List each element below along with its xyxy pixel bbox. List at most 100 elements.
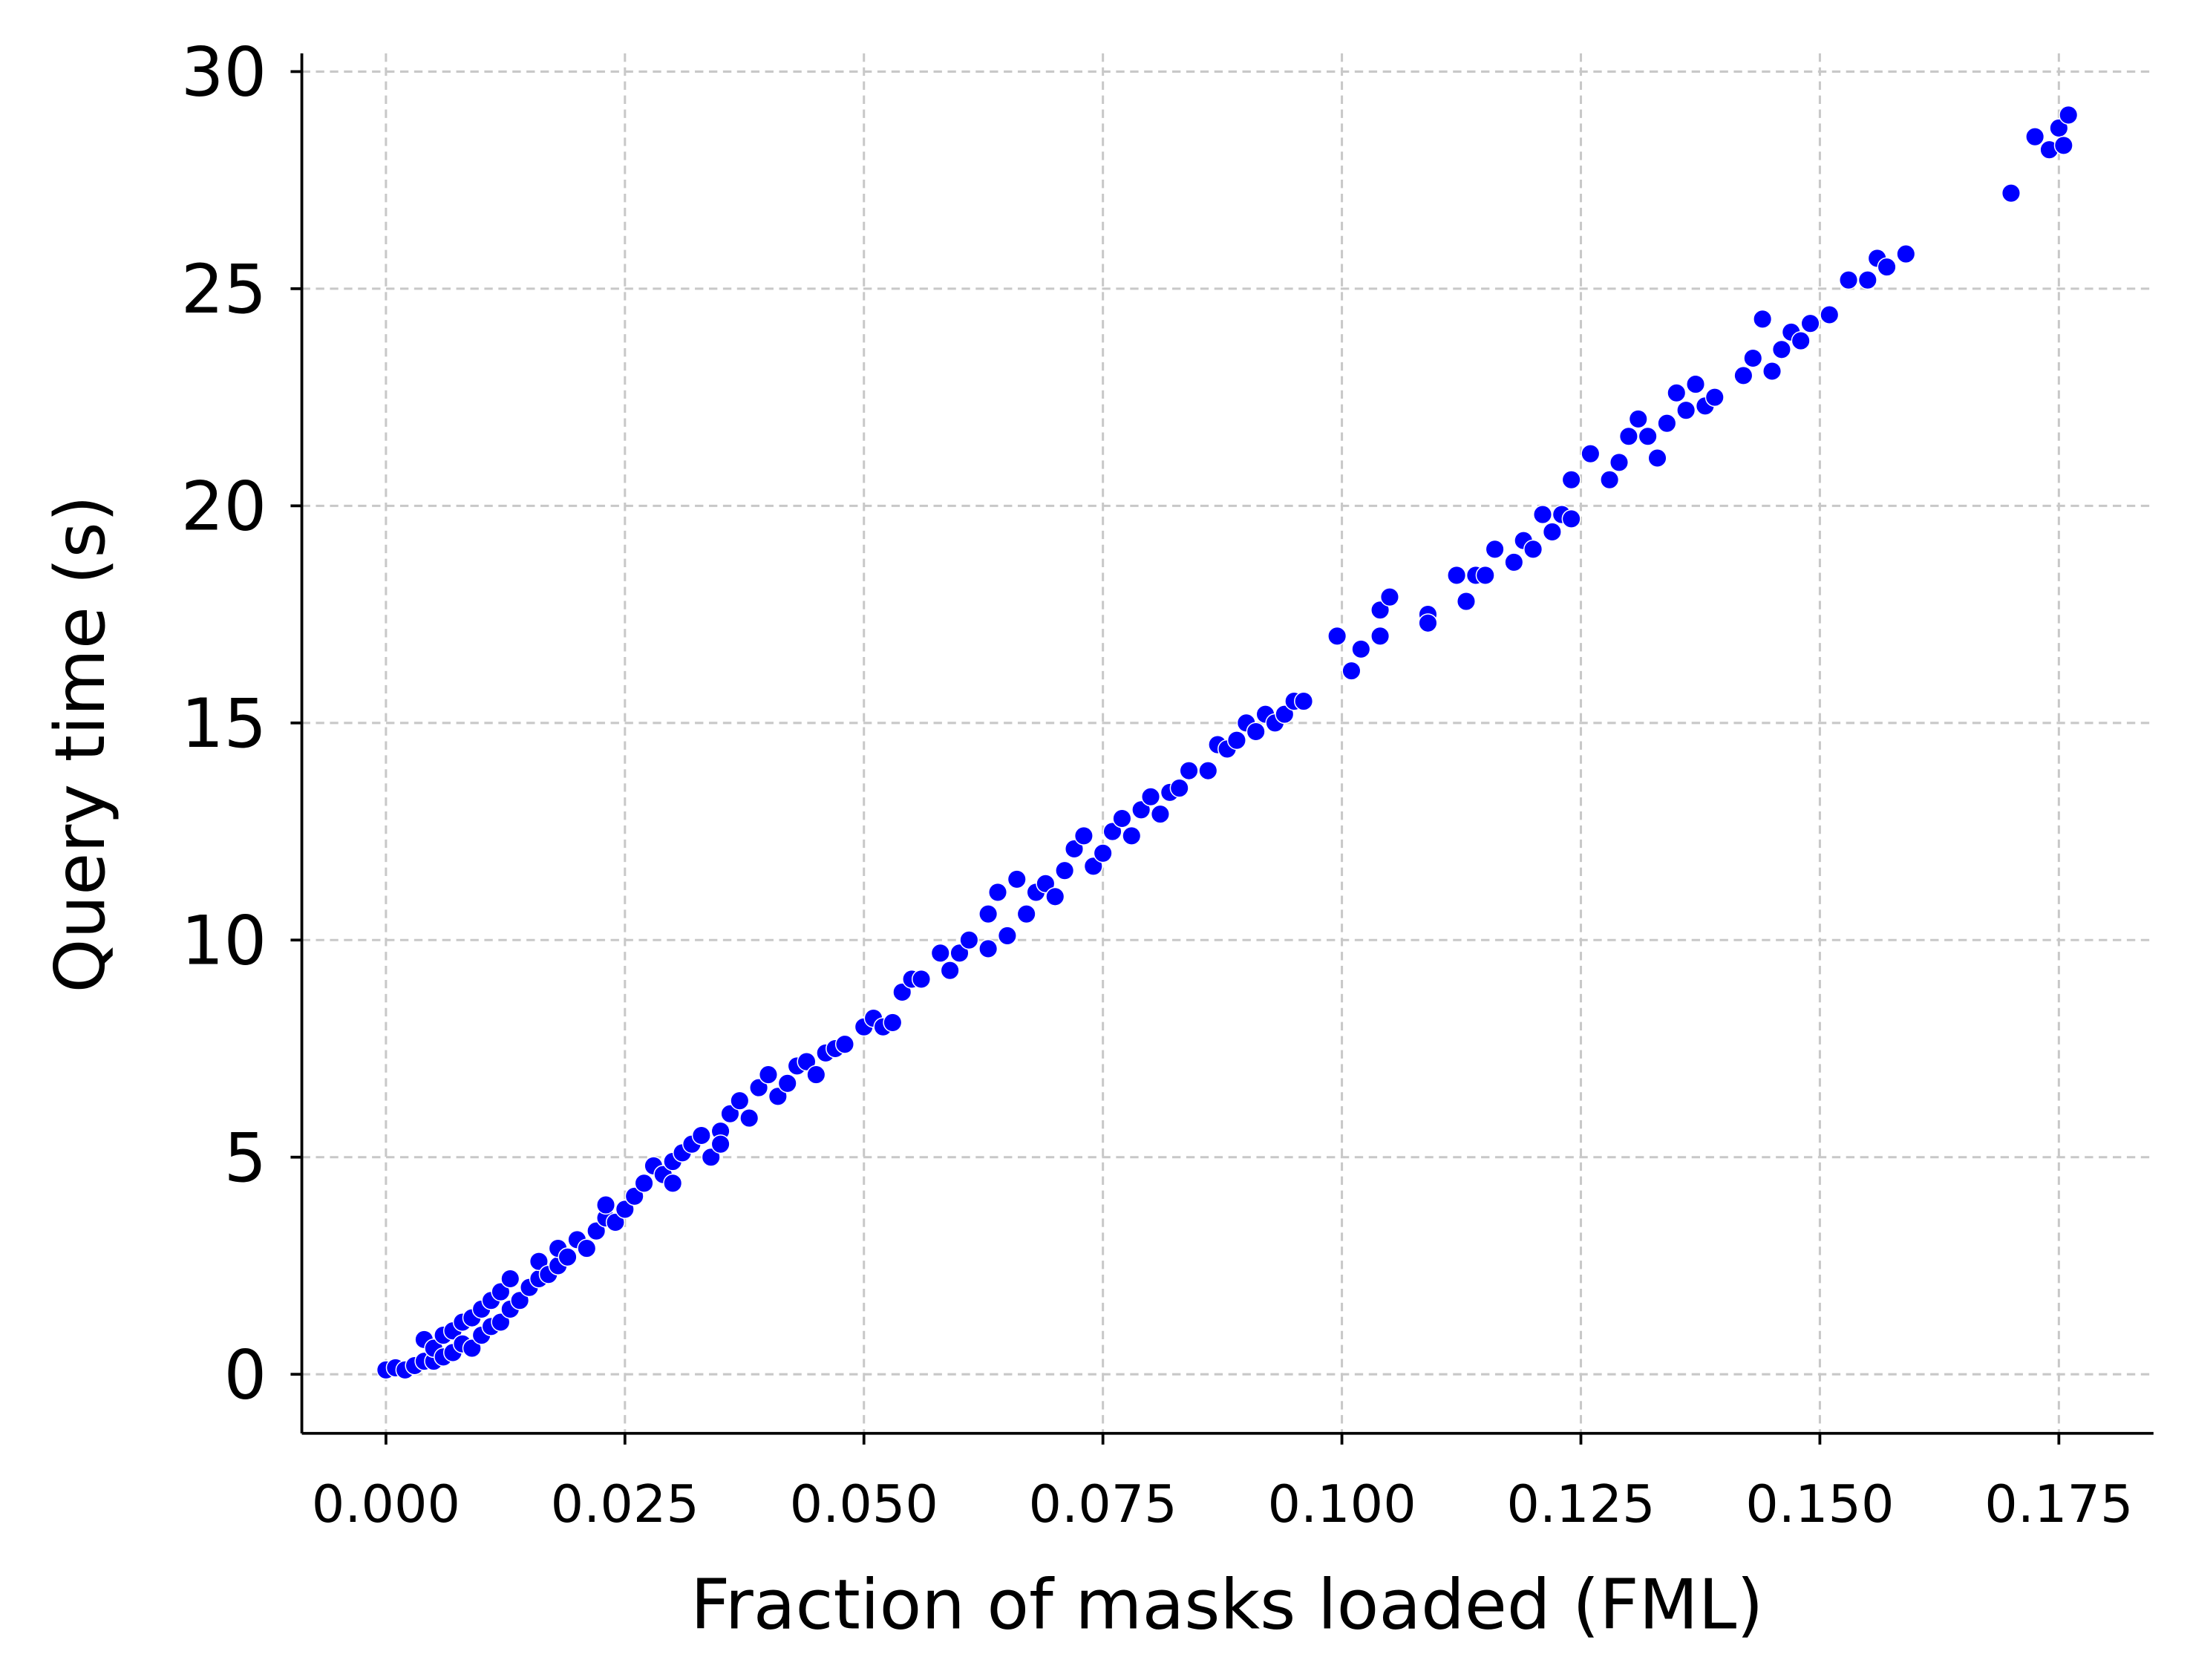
scatter-point: [1036, 874, 1056, 894]
scatter-point: [663, 1173, 683, 1193]
scatter-point: [491, 1282, 511, 1302]
scatter-point: [749, 1078, 769, 1098]
scatter-point: [1055, 860, 1075, 880]
x-axis-label: Fraction of masks loaded (FML): [690, 1565, 1763, 1645]
scatter-point: [1743, 348, 1763, 368]
scatter-point: [777, 1073, 797, 1094]
scatter-point: [462, 1339, 482, 1359]
scatter-point: [1073, 826, 1094, 846]
scatter-point: [1504, 552, 1524, 572]
x-tick-label: 0.175: [1984, 1474, 2133, 1534]
scatter-point: [1370, 600, 1390, 620]
scatter-point: [959, 930, 979, 950]
scatter-point: [720, 1104, 740, 1124]
marks-group: [376, 105, 2079, 1380]
scatter-point: [1016, 904, 1036, 924]
scatter-point: [1542, 522, 1562, 542]
scatter-point: [2025, 127, 2045, 147]
scatter-point: [730, 1091, 750, 1111]
scatter-point: [1753, 309, 1773, 329]
scatter-point: [1246, 722, 1266, 742]
scatter-point: [558, 1247, 578, 1267]
scatter-point: [1685, 374, 1706, 394]
scatter-point: [883, 1013, 903, 1033]
y-tick-label: 30: [181, 34, 267, 112]
scatter-point: [2001, 183, 2021, 203]
y-tick-label: 0: [224, 1336, 267, 1414]
y-axis-label: Query time (s): [40, 495, 120, 993]
x-tick-label: 0.100: [1267, 1474, 1416, 1534]
scatter-point: [1226, 730, 1246, 751]
scatter-point: [930, 943, 950, 963]
scatter-point: [1131, 800, 1151, 820]
scatter-point: [1198, 761, 1218, 781]
scatter-point: [491, 1312, 511, 1333]
scatter-point: [1140, 787, 1161, 807]
scatter-point: [834, 1034, 855, 1054]
scatter-point: [1485, 539, 1505, 559]
scatter-point: [1327, 626, 1347, 646]
scatter-point: [1561, 470, 1581, 490]
scatter-point: [624, 1186, 644, 1206]
x-tick-label: 0.025: [551, 1474, 699, 1534]
scatter-point: [949, 943, 970, 963]
scatter-point: [1370, 626, 1390, 646]
scatter-point: [1456, 591, 1477, 612]
scatter-point: [1475, 565, 1495, 585]
scatter-point: [615, 1199, 635, 1219]
scatter-point: [2053, 135, 2073, 155]
scatter-point: [1112, 808, 1132, 828]
scatter-point: [1638, 426, 1658, 446]
scatter-point: [586, 1221, 607, 1241]
scatter-point: [1896, 244, 1916, 264]
scatter-point: [1169, 778, 1189, 798]
scatter-point: [500, 1269, 520, 1289]
scatter-point: [596, 1195, 616, 1215]
scatter-point: [1762, 361, 1782, 382]
scatter-point: [987, 882, 1008, 902]
scatter-point: [1351, 639, 1371, 659]
scatter-point: [1657, 414, 1677, 434]
scatter-point: [1045, 886, 1065, 906]
scatter-point: [1600, 470, 1620, 490]
scatter-point: [940, 961, 960, 981]
scatter-point: [806, 1065, 826, 1085]
scatter-point: [758, 1065, 779, 1085]
scatter-point: [701, 1147, 721, 1167]
scatter-point: [634, 1173, 654, 1193]
y-tick-label: 15: [181, 685, 267, 763]
scatter-point: [768, 1086, 788, 1106]
scatter-point: [978, 904, 998, 924]
scatter-point: [2059, 105, 2079, 125]
scatter-point: [911, 969, 932, 989]
scatter-point: [1447, 565, 1467, 585]
scatter-point: [691, 1125, 711, 1145]
scatter-point: [510, 1290, 530, 1310]
scatter-point: [997, 926, 1017, 946]
scatter-point: [605, 1212, 625, 1232]
scatter-point: [1083, 856, 1103, 876]
scatter-point: [1676, 400, 1696, 420]
y-tick-label: 20: [181, 468, 267, 546]
y-tick-label: 25: [181, 251, 267, 329]
x-tick-label: 0.150: [1745, 1474, 1894, 1534]
scatter-point: [1857, 270, 1877, 290]
scatter-point: [710, 1134, 730, 1154]
scatter-point: [1102, 821, 1122, 842]
scatter-point: [1523, 539, 1543, 559]
scatter-point: [1771, 339, 1791, 359]
ticks-group: 0.000 0.025 0.050 0.075 0.100 0.125 0.150 0.175…: [181, 34, 2134, 1534]
scatter-point: [1341, 661, 1362, 681]
scatter-point: [1877, 257, 1897, 277]
x-tick-label: 0.000: [312, 1474, 460, 1534]
x-tick-label: 0.125: [1506, 1474, 1655, 1534]
scatter-point: [1618, 426, 1638, 446]
scatter-point: [1581, 444, 1601, 464]
scatter-point: [892, 982, 912, 1002]
scatter-point: [1379, 587, 1400, 607]
scatter-point: [1561, 509, 1581, 529]
scatter-point: [577, 1238, 597, 1258]
scatter-point: [978, 938, 998, 959]
